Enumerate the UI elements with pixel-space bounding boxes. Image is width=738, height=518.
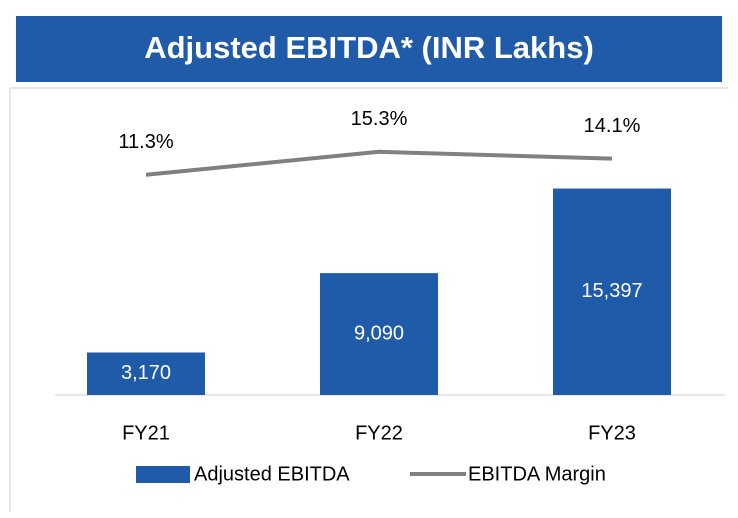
data-label: 11.3% <box>118 131 173 153</box>
line <box>145 149 613 177</box>
title-banner <box>16 16 722 82</box>
data-label: 14.1% <box>584 115 641 137</box>
bar <box>87 352 205 395</box>
bar <box>320 273 438 395</box>
x-tick-label: FY23 <box>588 422 636 444</box>
legend-label: EBITDA Margin <box>468 463 606 485</box>
legend-swatch <box>136 466 190 483</box>
legend-label: Adjusted EBITDA <box>194 463 350 485</box>
data-label: 3,170 <box>121 362 171 384</box>
chart-title: Adjusted EBITDA* (INR Lakhs) <box>144 30 594 65</box>
data-label: 15.3% <box>351 108 408 130</box>
bar <box>553 188 671 395</box>
x-tick-label: FY22 <box>355 422 403 444</box>
x-tick-label: FY21 <box>122 422 170 444</box>
data-label: 9,090 <box>354 322 404 344</box>
data-label: 15,397 <box>581 280 642 302</box>
